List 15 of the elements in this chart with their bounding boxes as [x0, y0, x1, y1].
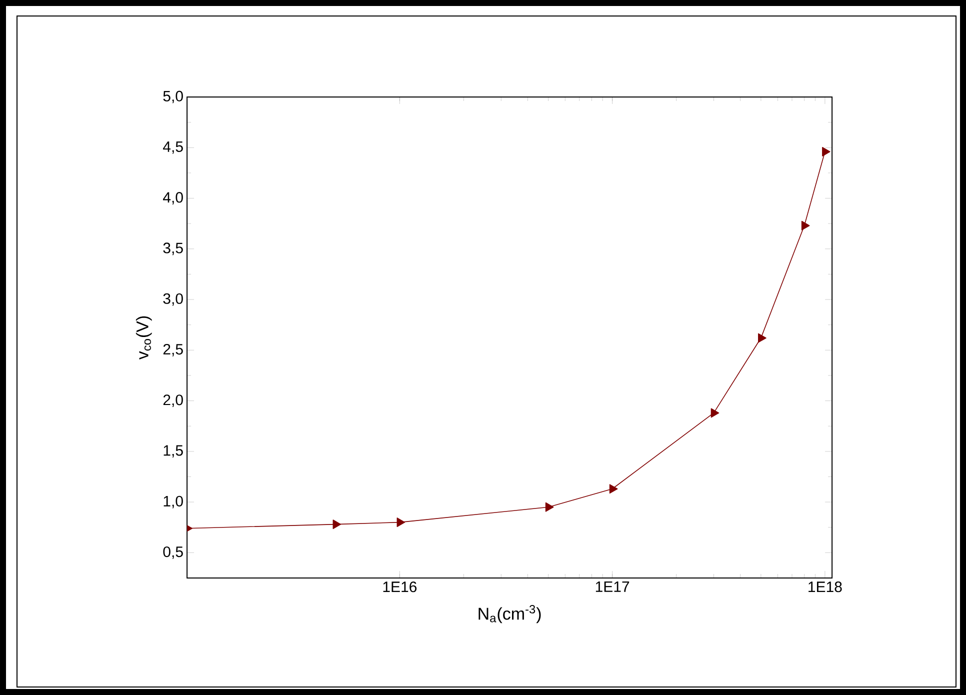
- y-tick-label: 1,5: [164, 445, 183, 458]
- y-tick-label: 0,5: [163, 546, 183, 559]
- y-tick-label: 1,0: [164, 496, 183, 508]
- x-tick-label: 1E18: [808, 582, 842, 592]
- y-tick-label: 2,0: [163, 394, 183, 407]
- y-tick-label: 5,0: [163, 90, 183, 104]
- y-tick-label: 3,5: [163, 242, 183, 256]
- y-tick-label: 2,5: [163, 344, 183, 356]
- x-axis-title: N$_{a}$(cm$^{-3}$): [478, 605, 541, 624]
- y-tick-label: 3,0: [163, 293, 183, 306]
- y-tick-label: 4,5: [163, 142, 183, 154]
- y-tick-label: 4,0: [163, 192, 183, 204]
- x-tick-label: 1E16: [383, 582, 417, 592]
- y-axis-title: v$_{co}$(V): [136, 316, 152, 360]
- x-tick-label: 1E17: [596, 582, 630, 592]
